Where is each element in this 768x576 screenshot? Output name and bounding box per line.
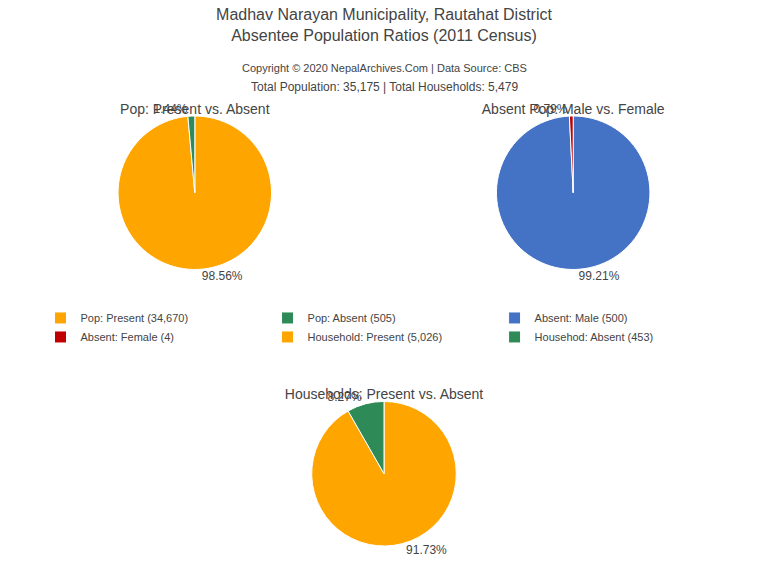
svg-text:91.73%: 91.73%	[406, 543, 447, 557]
svg-text:Household: Present (5,026): Household: Present (5,026)	[308, 331, 443, 343]
svg-text:Households: Present vs. Absent: Households: Present vs. Absent	[285, 386, 484, 402]
svg-text:0.79%: 0.79%	[533, 102, 567, 116]
svg-text:Total Population: 35,175 | Tot: Total Population: 35,175 | Total Househo…	[251, 80, 518, 94]
svg-text:98.56%: 98.56%	[202, 269, 243, 283]
svg-text:Copyright © 2020 NepalArchives: Copyright © 2020 NepalArchives.Com | Dat…	[242, 62, 527, 74]
svg-text:Madhav Narayan Municipality, R: Madhav Narayan Municipality, Rautahat Di…	[216, 6, 552, 44]
svg-text:Absent: Male (500): Absent: Male (500)	[535, 312, 628, 324]
svg-text:Househod: Absent (453): Househod: Absent (453)	[535, 331, 654, 343]
svg-text:Pop: Present (34,670): Pop: Present (34,670)	[81, 312, 189, 324]
svg-text:Pop: Absent (505): Pop: Absent (505)	[308, 312, 396, 324]
svg-text:1.44%: 1.44%	[153, 102, 187, 116]
svg-text:Absent: Female (4): Absent: Female (4)	[81, 331, 175, 343]
svg-text:Pop: Present vs. Absent: Pop: Present vs. Absent	[120, 101, 270, 117]
svg-text:99.21%: 99.21%	[579, 269, 620, 283]
svg-text:Absent Pop: Male vs. Female: Absent Pop: Male vs. Female	[482, 101, 665, 117]
svg-text:8.27%: 8.27%	[328, 390, 362, 404]
